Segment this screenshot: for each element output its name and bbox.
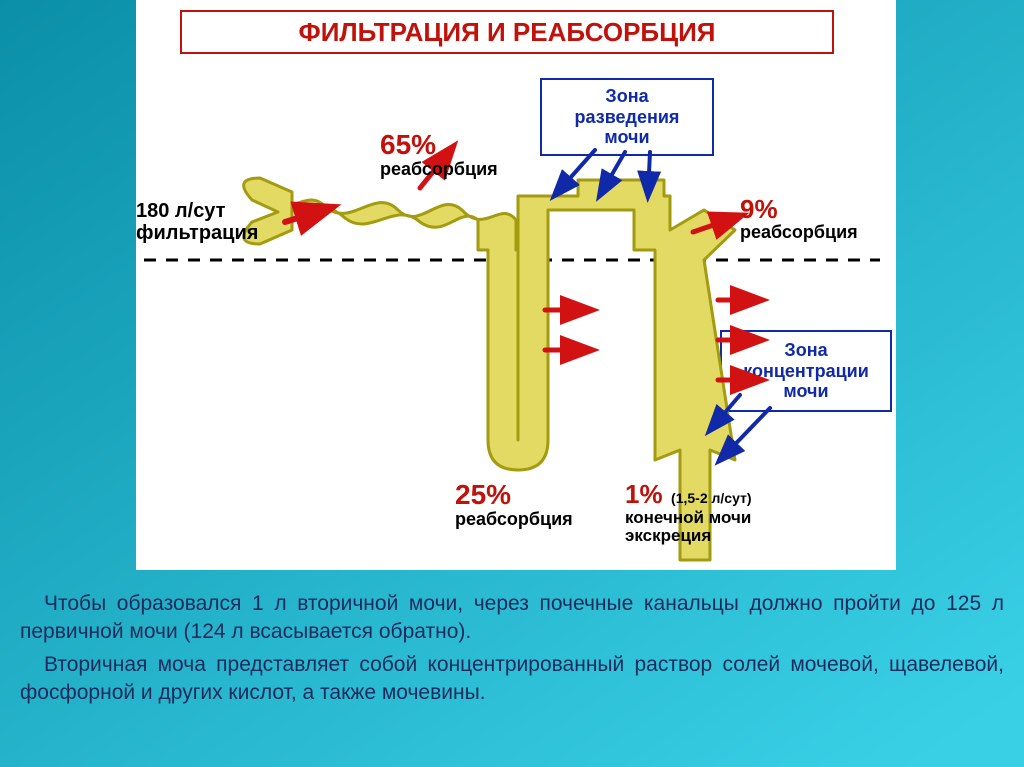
pct-65: 65% <box>380 130 436 161</box>
pct-1: 1% <box>625 479 663 509</box>
sub-65: реабсорбция <box>380 160 498 180</box>
label-filtration: 180 л/сутфильтрация <box>136 200 258 244</box>
excr-extra: (1,5-2 л/сут) <box>671 490 752 506</box>
caption-block: Чтобы образовался 1 л вторичной мочи, че… <box>20 590 1004 711</box>
sub-9: реабсорбция <box>740 223 858 243</box>
label-excretion: 1% (1,5-2 л/сут) конечной мочи экскреция <box>625 480 752 546</box>
caption-p1: Чтобы образовался 1 л вторичной мочи, че… <box>20 590 1004 647</box>
excr-sub1: конечной мочи <box>625 509 752 528</box>
sub-25: реабсорбция <box>455 510 573 530</box>
caption-p2: Вторичная моча представляет собой концен… <box>20 651 1004 708</box>
excr-sub2: экскреция <box>625 527 752 546</box>
slide-root: ФИЛЬТРАЦИЯ И РЕАБСОРБЦИЯ Зонаразведениям… <box>0 0 1024 767</box>
pct-9: 9% <box>740 195 778 224</box>
pct-25: 25% <box>455 480 511 511</box>
